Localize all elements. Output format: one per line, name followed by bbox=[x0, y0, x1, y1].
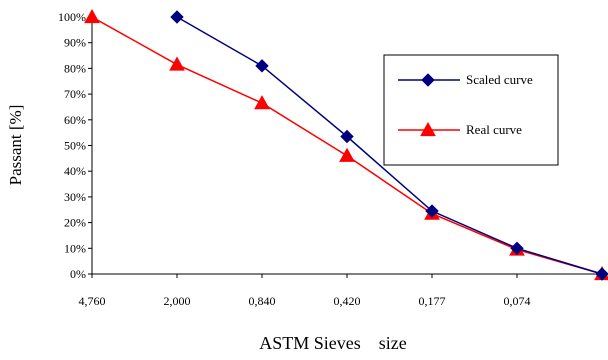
legend-box bbox=[383, 54, 559, 166]
y-tick-label: 70% bbox=[64, 87, 86, 101]
x-tick-label: 0,074 bbox=[504, 294, 531, 308]
legend-label: Real curve bbox=[466, 122, 522, 137]
data-point bbox=[254, 95, 270, 110]
legend: Scaled curve Real curve bbox=[383, 54, 559, 166]
y-tick-label: 10% bbox=[64, 241, 86, 255]
legend-marker bbox=[420, 121, 436, 137]
x-tick-label: 0,420 bbox=[334, 294, 361, 308]
series-scaled-curve bbox=[170, 10, 608, 281]
data-point bbox=[84, 8, 100, 24]
x-tick-label: 4,760 bbox=[79, 294, 106, 308]
y-tick-label: 50% bbox=[64, 139, 86, 153]
y-tick-label: 20% bbox=[64, 216, 86, 230]
y-tick-label: 40% bbox=[64, 164, 86, 178]
data-point bbox=[339, 147, 355, 162]
x-tick-label: 0,177 bbox=[419, 294, 446, 308]
x-tick-labels: 4,760 2,000 0,840 0,420 0,177 0,074 bbox=[79, 294, 531, 308]
data-point bbox=[425, 204, 439, 218]
data-point bbox=[340, 129, 354, 144]
legend-entry: Scaled curve bbox=[398, 72, 533, 87]
data-point bbox=[595, 267, 608, 281]
y-tick-labels: 0% 10% 20% 30% 40% 50% 60% 70% 80% 90% 100% bbox=[58, 10, 86, 281]
data-point bbox=[510, 241, 524, 256]
data-point bbox=[255, 59, 269, 73]
data-point bbox=[169, 56, 185, 71]
y-axis-label: Passant [%] bbox=[6, 105, 25, 186]
y-tick-label: 0% bbox=[70, 267, 86, 281]
data-point bbox=[170, 10, 184, 24]
y-tick-label: 60% bbox=[64, 113, 86, 127]
legend-entry: Real curve bbox=[398, 121, 522, 137]
legend-marker bbox=[421, 73, 435, 87]
x-tick-label: 0,840 bbox=[249, 294, 276, 308]
y-tick-label: 100% bbox=[58, 10, 86, 24]
y-tick-label: 90% bbox=[64, 36, 86, 50]
x-axis-label: ASTM Sieves size bbox=[259, 333, 407, 353]
y-tick-label: 30% bbox=[64, 190, 86, 204]
y-tick-label: 80% bbox=[64, 61, 86, 75]
series-line bbox=[176, 16, 603, 275]
series-group bbox=[84, 8, 608, 281]
legend-label: Scaled curve bbox=[466, 72, 533, 87]
x-tick-label: 2,000 bbox=[164, 294, 191, 308]
